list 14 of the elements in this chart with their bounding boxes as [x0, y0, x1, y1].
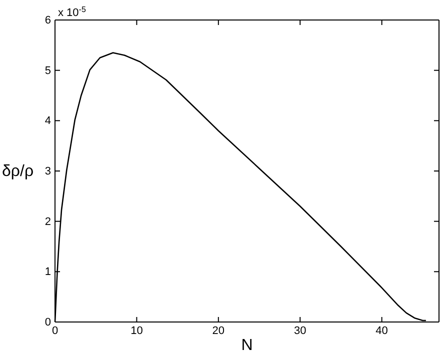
x-axis-title: N — [241, 337, 253, 354]
y-tick-label: 2 — [44, 216, 51, 228]
y-tick-label: 5 — [44, 64, 51, 77]
y-tick-label: 1 — [44, 266, 51, 278]
y-tick-label: 4 — [44, 115, 51, 128]
y-tick-label: 3 — [44, 166, 51, 178]
x-tick-label: 10 — [130, 324, 143, 337]
y-tick-label: 0 — [44, 316, 51, 329]
x-tick-label: 40 — [376, 324, 388, 337]
text: x 10$^{-5}$ — [58, 4, 86, 19]
x-tick-label: 20 — [212, 324, 225, 337]
x-tick-label: 30 — [294, 324, 306, 337]
y-tick-label: 6 — [44, 14, 51, 27]
y-axis-title: δρ/ρ — [2, 163, 34, 180]
